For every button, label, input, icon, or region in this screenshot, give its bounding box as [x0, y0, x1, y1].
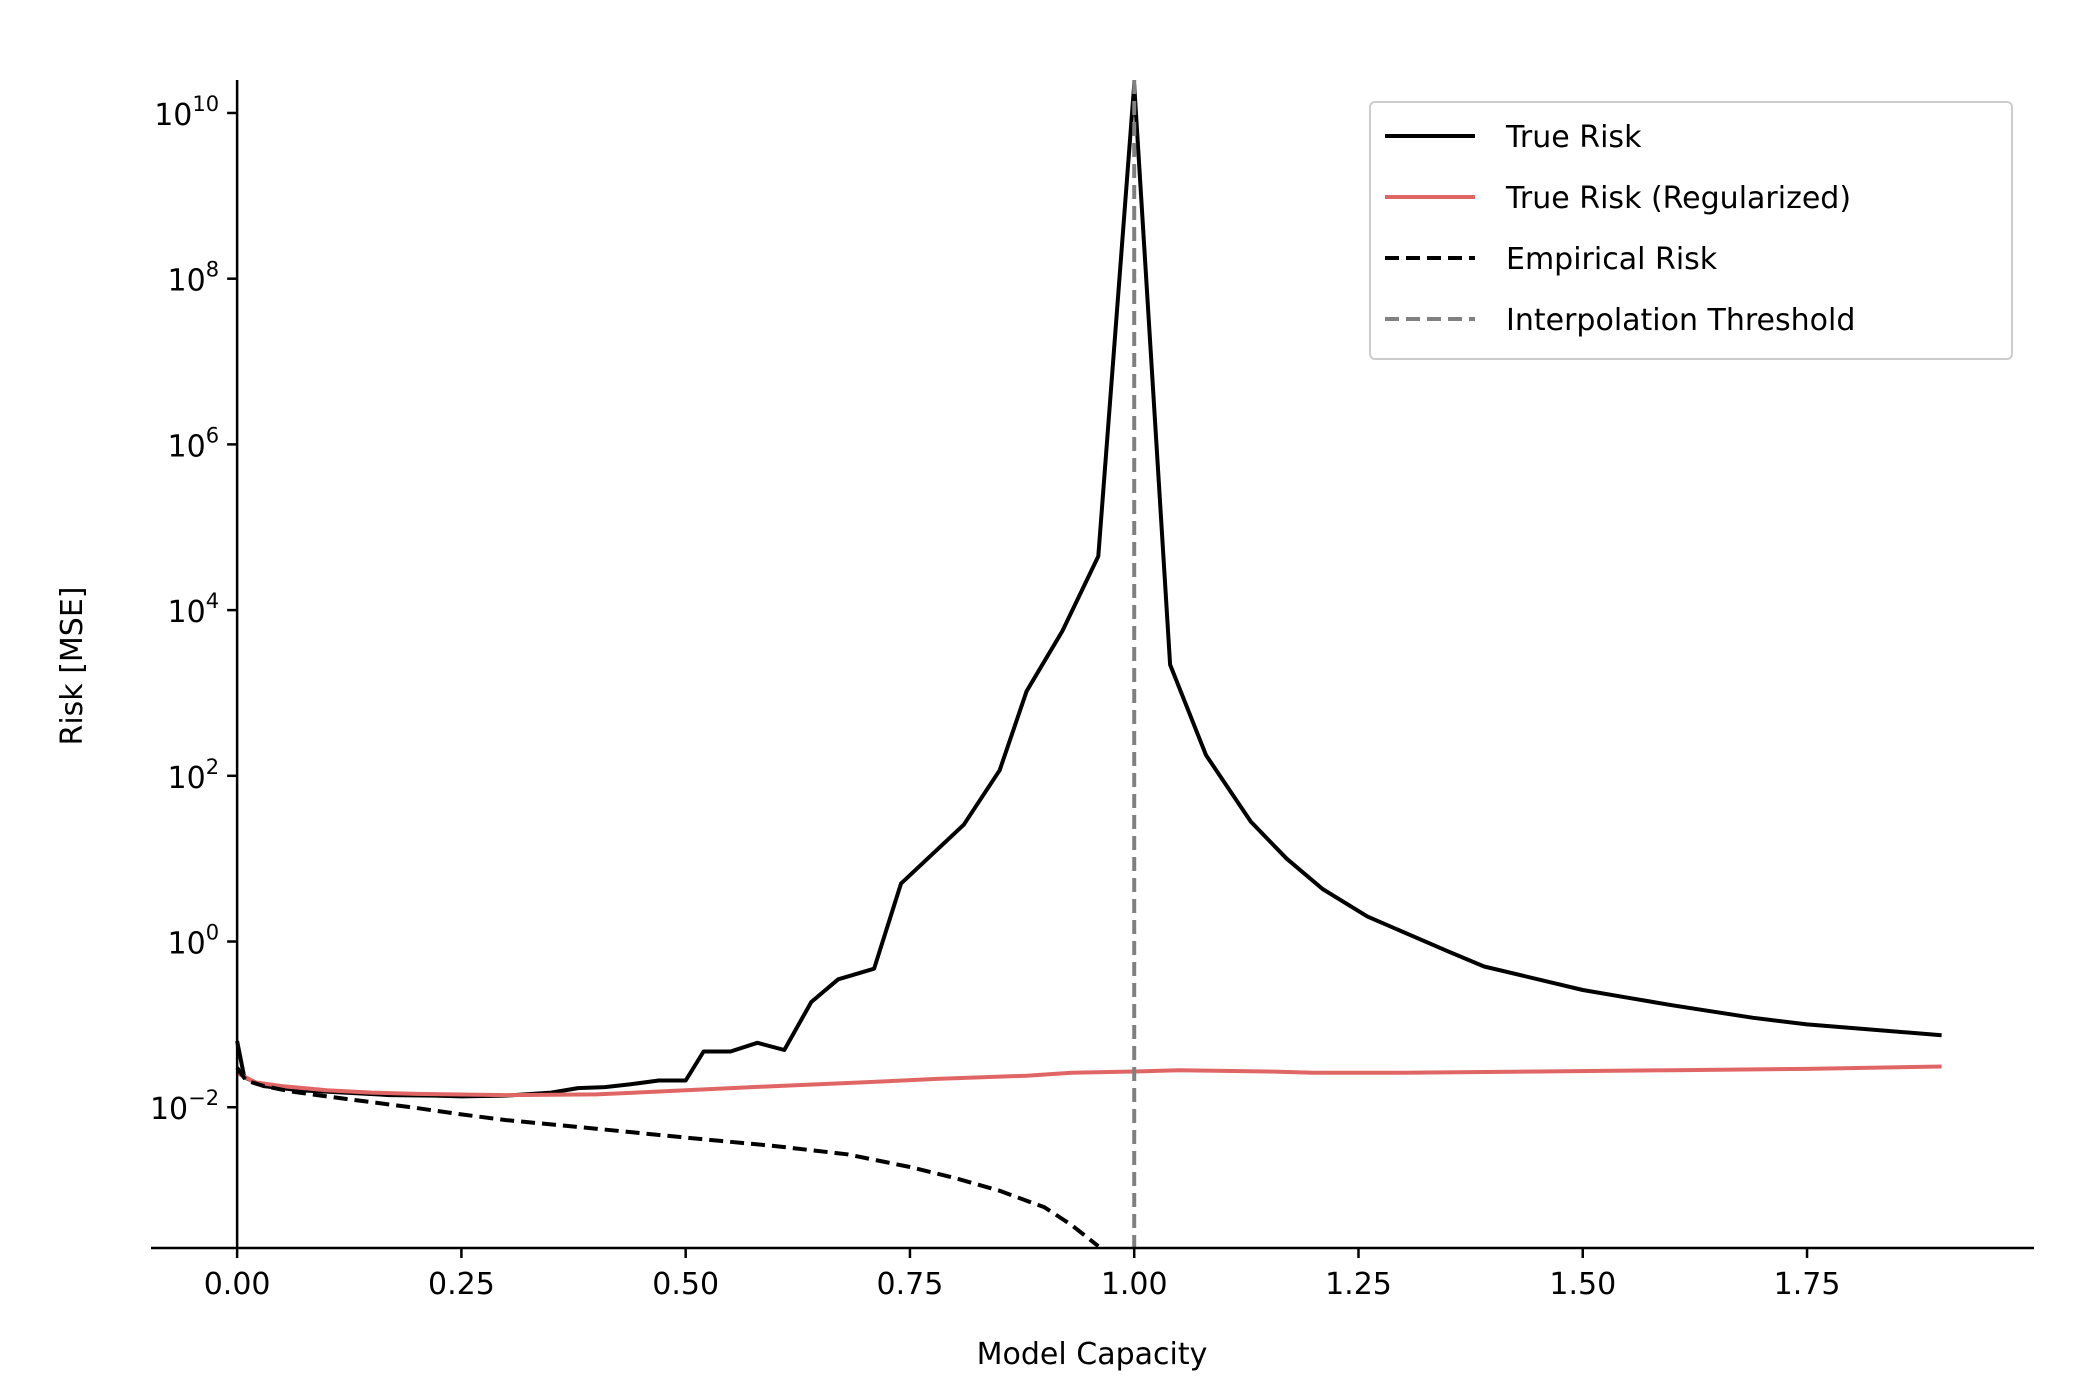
- x-tick-label: 0.50: [652, 1267, 719, 1302]
- x-tick-label: 1.75: [1774, 1267, 1841, 1302]
- y-tick-base: 10: [168, 761, 206, 796]
- y-tick-exponent: 0: [206, 921, 219, 945]
- y-tick-label: 10−2: [150, 1086, 219, 1127]
- legend-box: [1369, 101, 2013, 360]
- y-tick-exponent: −2: [188, 1086, 219, 1110]
- y-tick-base: 10: [168, 264, 206, 299]
- x-tick-label: 0.25: [428, 1267, 495, 1302]
- y-tick-base: 10: [150, 1092, 188, 1127]
- axes: 0.00 0.25 0.50 0.75 1.00 1.25 1.50 1.7510−21001…: [150, 80, 2034, 1302]
- legend-label-true-risk: True Risk: [1505, 120, 1642, 155]
- y-tick-label: 108: [168, 258, 220, 299]
- y-tick-exponent: 4: [206, 589, 219, 613]
- legend-label-empirical-risk: Empirical Risk: [1506, 242, 1718, 277]
- y-tick-label: 106: [168, 423, 220, 464]
- legend: True Risk True Risk (Regularized) Empirica…: [1369, 101, 2013, 360]
- x-tick-label: 0.00: [204, 1267, 271, 1302]
- y-axis-label: Risk [MSE]: [55, 586, 90, 745]
- series-empirical-risk: [235, 1066, 1100, 1248]
- y-tick-exponent: 6: [206, 423, 219, 447]
- x-tick-label: 0.75: [877, 1267, 944, 1302]
- y-tick-base: 10: [168, 595, 206, 630]
- y-tick-label: 104: [168, 589, 220, 630]
- y-tick-exponent: 10: [192, 92, 219, 116]
- y-tick-base: 10: [154, 98, 192, 133]
- y-tick-base: 10: [168, 429, 206, 464]
- x-axis-label: Model Capacity: [977, 1337, 1208, 1372]
- series-true-risk-regularized: [236, 1064, 1942, 1098]
- y-tick-exponent: 2: [206, 755, 219, 779]
- y-tick-label: 100: [168, 921, 220, 962]
- y-tick-exponent: 8: [206, 258, 219, 282]
- x-tick-label: 1.25: [1325, 1267, 1392, 1302]
- plot-area: [235, 80, 1942, 1248]
- y-tick-base: 10: [168, 927, 206, 962]
- y-tick-label: 102: [168, 755, 220, 796]
- legend-label-true-risk-regularized: True Risk (Regularized): [1505, 181, 1851, 216]
- x-tick-label: 1.00: [1101, 1267, 1168, 1302]
- x-tick-label: 1.50: [1549, 1267, 1616, 1302]
- legend-label-interpolation-threshold: Interpolation Threshold: [1506, 303, 1855, 338]
- y-tick-label: 1010: [154, 92, 219, 133]
